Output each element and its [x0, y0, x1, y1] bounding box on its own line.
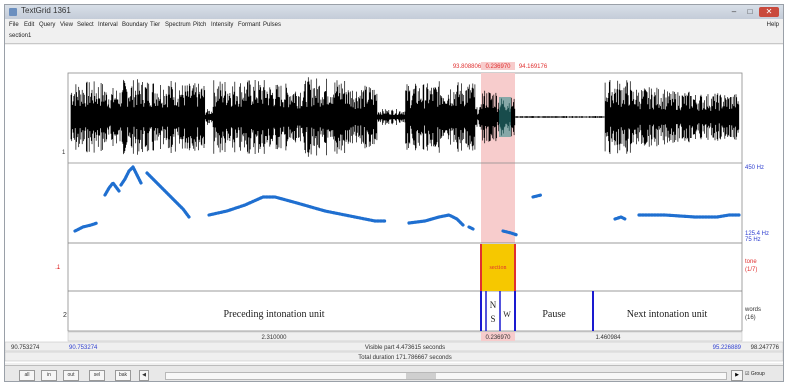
nav-in-button[interactable]: in [41, 370, 57, 381]
menu-help[interactable]: Help [766, 22, 779, 28]
duration-row-selection[interactable] [481, 332, 515, 341]
menu-boundary[interactable]: Boundary [122, 22, 148, 28]
selection-duration-bg [481, 62, 515, 70]
selection-duration: 0.236970 [485, 335, 511, 341]
editor-area: 93.808806 0.236970 94.169176 section 1 → [5, 45, 783, 363]
tier2-interval-s: S [490, 314, 495, 324]
menu-intensity[interactable]: Intensity [211, 22, 234, 28]
nav-out-button[interactable]: out [63, 370, 79, 381]
pitch-segment [501, 229, 519, 237]
visible-row[interactable] [5, 341, 783, 352]
minimize-icon[interactable]: – [731, 7, 737, 16]
menu-pitch[interactable]: Pitch [193, 22, 207, 28]
app-icon [9, 8, 17, 16]
menu-formant[interactable]: Formant [238, 22, 261, 28]
pitch-segment [531, 193, 543, 199]
window-start-time: 90.753274 [11, 345, 40, 351]
menu-select[interactable]: Select [77, 22, 94, 28]
duration-row[interactable] [67, 331, 743, 342]
tier2-count-label: (16) [745, 315, 756, 321]
signal-view[interactable]: 93.808806 0.236970 94.169176 section 1 → [5, 45, 783, 363]
left-duration: 2.310000 [261, 335, 287, 341]
menu-view[interactable]: View [60, 22, 73, 28]
tier2-interval-pause: Pause [542, 309, 566, 320]
scroll-right-icon[interactable]: ▶ [731, 370, 743, 381]
pitch-segment [613, 215, 627, 221]
pitch-bottom-label-a: 125.4 Hz [745, 231, 769, 237]
tier1-name-label: tone [745, 259, 757, 265]
waveform-selected-part [499, 97, 511, 137]
scrollbar-thumb[interactable] [406, 373, 436, 379]
visible-start-time: 90.753274 [69, 345, 98, 351]
selection-start-time: 93.808806 [453, 64, 482, 70]
title-bar: TextGrid 1361 – □ ✕ [5, 5, 783, 19]
tier2-interval-w: W [503, 310, 511, 319]
menu-spectrum[interactable]: Spectrum [165, 22, 191, 28]
visible-end-time: 95.226889 [713, 345, 742, 351]
tier1-interval-label: section [490, 265, 507, 271]
tier2-interval-preceding: Preceding intonation unit [223, 309, 324, 320]
waveform[interactable] [70, 77, 740, 157]
maximize-icon[interactable]: □ [747, 7, 753, 16]
visible-part-info: Visible part 4.473615 seconds [365, 345, 445, 351]
tier1-count-label: (1/7) [745, 267, 757, 273]
pitch-segment [407, 213, 465, 227]
pitch-bottom-label-b: 75 Hz [745, 237, 761, 243]
object-name: section1 [9, 33, 32, 39]
pitch-segment [119, 165, 143, 187]
tier2-interval-n: N [490, 300, 497, 310]
pitch-segment [103, 181, 121, 197]
selection-duration-time: 0.236970 [485, 64, 511, 70]
scroll-left-icon[interactable]: ◀ [139, 370, 149, 381]
nav-sel-button[interactable]: sel [89, 370, 105, 381]
menu-bar: File Edit Query View Select Interval Bou… [5, 20, 783, 32]
toolbar-separator [5, 43, 783, 44]
praat-window: TextGrid 1361 – □ ✕ File Edit Query View… [4, 4, 784, 382]
menu-edit[interactable]: Edit [24, 22, 35, 28]
total-row[interactable] [5, 351, 783, 362]
pitch-segment [467, 225, 475, 231]
tier1-selected-interval[interactable] [481, 244, 515, 291]
window-title: TextGrid 1361 [21, 6, 71, 15]
horizontal-scrollbar[interactable] [165, 372, 727, 380]
window-end-time: 98.247776 [751, 345, 780, 351]
pitch-top-label: 450 Hz [745, 165, 764, 171]
close-icon[interactable]: ✕ [759, 7, 779, 17]
waveform-marker: 1 [62, 150, 66, 156]
pitch-curve [73, 165, 741, 237]
pitch-segment [637, 213, 741, 219]
tier2-number: 2 [63, 312, 67, 319]
group-checkbox[interactable]: ☑ Group [745, 371, 765, 377]
tier1-arrow: → [54, 265, 60, 271]
navigation-bar: all in out sel bak ◀ ▶ ☑ Group [5, 365, 783, 381]
tier2-interval-next: Next intonation unit [627, 309, 708, 320]
menu-tier[interactable]: Tier [150, 22, 161, 28]
right-duration: 1.460984 [595, 335, 621, 341]
pitch-segment [73, 221, 99, 233]
nav-all-button[interactable]: all [19, 370, 35, 381]
menu-pulses[interactable]: Pulses [263, 22, 282, 28]
menu-query[interactable]: Query [39, 22, 56, 28]
tier2-name-label: words [744, 307, 761, 313]
tier1-number: 1 [57, 265, 61, 271]
pitch-segment [145, 171, 191, 219]
menu-interval[interactable]: Interval [98, 22, 118, 28]
menu-file[interactable]: File [9, 22, 19, 28]
pitch-segment [207, 195, 387, 223]
selection-end-time: 94.169176 [519, 64, 548, 70]
nav-bak-button[interactable]: bak [115, 370, 131, 381]
group-label: Group [750, 371, 765, 377]
total-duration-info: Total duration 171.786667 seconds [358, 355, 451, 361]
